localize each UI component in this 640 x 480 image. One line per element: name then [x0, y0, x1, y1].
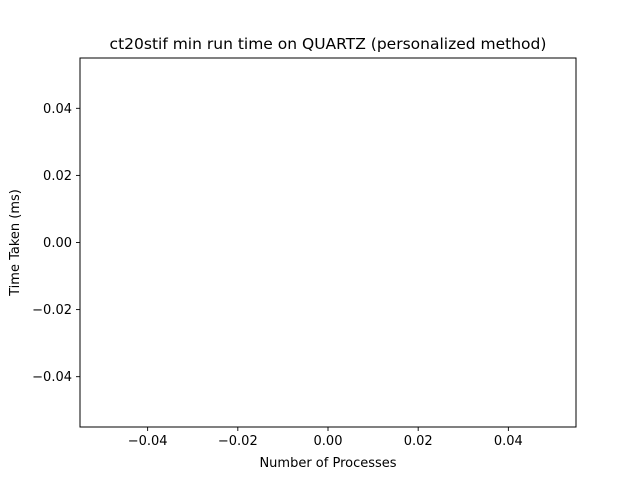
- y-tick-label: 0.04: [43, 102, 72, 117]
- x-tick-label: 0.02: [404, 434, 433, 449]
- y-tick-label: −0.04: [32, 370, 72, 385]
- x-axis-label: Number of Processes: [259, 456, 396, 471]
- y-tick-label: 0.00: [43, 236, 72, 251]
- y-axis-label: Time Taken (ms): [8, 189, 23, 297]
- y-tick-label: 0.02: [43, 169, 72, 184]
- y-axis-ticks: −0.04 −0.02 0.00 0.02 0.04: [32, 102, 80, 385]
- x-tick-label: −0.04: [128, 434, 168, 449]
- x-tick-label: 0.00: [314, 434, 343, 449]
- x-tick-label: 0.04: [494, 434, 523, 449]
- x-axis-ticks: −0.04 −0.02 0.00 0.02 0.04: [128, 427, 523, 449]
- x-tick-label: −0.02: [218, 434, 258, 449]
- chart-title: ct20stif min run time on QUARTZ (persona…: [110, 35, 547, 53]
- plot-area-frame: [79, 57, 577, 428]
- y-tick-label: −0.02: [32, 303, 72, 318]
